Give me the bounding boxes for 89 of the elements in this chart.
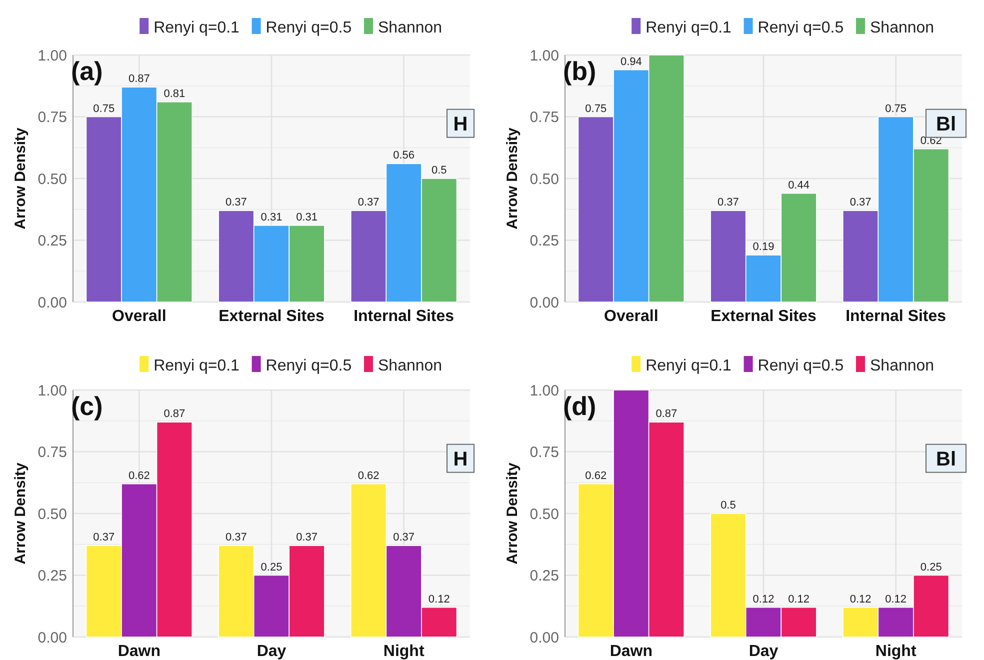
text: 0.00 <box>38 629 67 646</box>
text: 0.50 <box>530 170 559 188</box>
text: 0.75 <box>530 109 559 126</box>
chart-title: (b) <box>563 56 596 86</box>
x-tick-label: Night <box>383 643 425 660</box>
data-label: 0.37 <box>358 196 380 209</box>
data-label: 0.37 <box>718 196 739 209</box>
data-label: 0.12 <box>428 593 450 606</box>
data-label: 0.5 <box>720 500 736 512</box>
legend-label: Renyi q=0.1 <box>646 20 732 37</box>
x-tick-label: External Sites <box>710 308 817 325</box>
x-tick-label: Internal Sites <box>846 308 946 325</box>
text: 1.00 <box>530 382 559 400</box>
data-label: 0.75 <box>93 102 115 115</box>
data-label: 0.37 <box>296 532 318 544</box>
data-label: 0.44 <box>788 179 810 192</box>
text: 0.50 <box>530 506 559 523</box>
x-tick-label: Night <box>875 643 917 660</box>
data-label: 0.31 <box>296 211 318 224</box>
data-label: 0.25 <box>260 561 282 574</box>
text: 0.00 <box>530 629 559 646</box>
data-label: 0.12 <box>850 593 872 606</box>
legend-label: Renyi q=0.1 <box>154 358 240 375</box>
data-label: 0.87 <box>128 73 150 86</box>
y-axis-title: Arrow Density <box>12 462 29 564</box>
data-label: 0.87 <box>656 408 678 420</box>
data-label: 0.75 <box>585 102 607 115</box>
text: 1.00 <box>38 382 67 400</box>
data-label: 0.12 <box>788 593 810 606</box>
text: 1.00 <box>530 47 559 64</box>
text: 0.25 <box>38 568 67 584</box>
text: 0.75 <box>38 444 67 461</box>
legend-label: Renyi q=0.1 <box>646 358 732 375</box>
text: 0.75 <box>38 109 67 126</box>
text: 0.00 <box>530 294 559 312</box>
x-tick-label: Day <box>256 643 286 660</box>
text: 0.25 <box>530 232 559 250</box>
chart-title: (a) <box>71 56 103 86</box>
legend-label: Renyi q=0.5 <box>266 20 352 37</box>
text: 0.25 <box>38 232 67 250</box>
data-label: 0.75 <box>885 102 907 115</box>
text: 0.25 <box>530 568 559 584</box>
y-axis-title: Arrow Density <box>504 127 521 230</box>
y-axis-title: Arrow Density <box>504 462 521 564</box>
text: 0.50 <box>38 506 67 523</box>
x-tick-label: Overall <box>112 308 166 325</box>
data-label: 0.12 <box>885 593 907 606</box>
text: 1.00 <box>38 47 67 64</box>
data-label: 0.94 <box>620 56 642 68</box>
x-tick-label: External Sites <box>218 308 325 325</box>
data-label: 0.37 <box>850 196 872 209</box>
chart-title: (c) <box>71 391 103 421</box>
legend-label: Shannon <box>378 358 442 375</box>
x-tick-label: Day <box>748 643 778 660</box>
text: 0.50 <box>38 170 67 188</box>
x-tick-label: Internal Sites <box>354 308 454 325</box>
data-label: 0.25 <box>920 561 942 574</box>
legend-label: Shannon <box>870 20 934 37</box>
data-label: 0.56 <box>393 150 415 162</box>
x-tick-label: Dawn <box>610 643 653 660</box>
data-label: 0.5 <box>431 164 447 176</box>
chart-title: (d) <box>563 391 596 421</box>
data-label: 0.12 <box>752 593 774 606</box>
text: 0.00 <box>38 294 67 312</box>
data-label: 0.62 <box>585 470 607 482</box>
data-label: 0.87 <box>164 408 186 420</box>
x-tick-label: Overall <box>604 308 658 325</box>
annotation: H <box>453 448 468 470</box>
legend-label: Renyi q=0.5 <box>266 358 352 375</box>
legend-label: Renyi q=0.5 <box>758 20 844 37</box>
x-tick-label: Dawn <box>118 643 161 660</box>
data-label: 0.19 <box>752 241 774 254</box>
data-label: 0.31 <box>260 211 282 224</box>
annotation: H <box>453 113 468 136</box>
text: 0.75 <box>530 444 559 461</box>
data-label: 0.37 <box>226 196 247 209</box>
y-axis-title: Arrow Density <box>12 127 29 230</box>
data-label: 0.37 <box>93 532 115 544</box>
legend-label: Shannon <box>870 358 934 375</box>
data-label: 0.37 <box>393 532 415 544</box>
annotation: Bl <box>936 448 956 470</box>
data-label: 0.62 <box>128 470 150 482</box>
legend-label: Renyi q=0.1 <box>154 20 240 37</box>
legend-label: Renyi q=0.5 <box>758 358 844 375</box>
data-label: 0.81 <box>164 88 186 100</box>
annotation: Bl <box>936 113 956 136</box>
data-label: 0.37 <box>226 532 247 544</box>
data-label: 0.62 <box>358 470 380 482</box>
legend-label: Shannon <box>378 20 442 37</box>
